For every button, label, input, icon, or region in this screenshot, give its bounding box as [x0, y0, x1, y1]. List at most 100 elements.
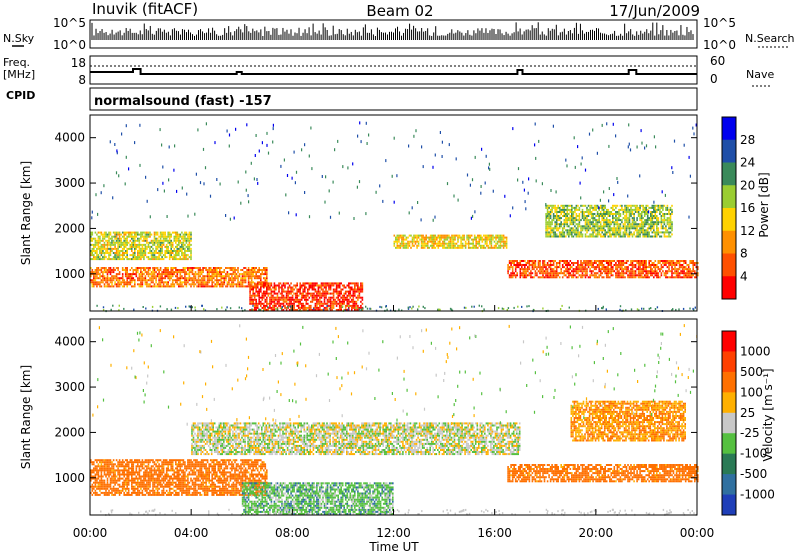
echo-cell — [505, 240, 508, 243]
echo-cell — [162, 181, 164, 185]
echo-cell — [168, 231, 171, 234]
echo-cell — [571, 206, 573, 209]
echo-cell — [668, 231, 670, 234]
echo-cell — [291, 290, 294, 293]
echo-cell — [694, 264, 696, 266]
echo-cell — [129, 275, 132, 278]
echo-cell — [203, 267, 206, 269]
echo-cell — [596, 276, 599, 279]
echo-cell — [511, 266, 514, 269]
echo-cell — [596, 204, 599, 207]
echo-cell — [158, 235, 160, 238]
echo-cell — [646, 215, 649, 217]
echo-cell — [513, 262, 515, 264]
echo-cell — [300, 284, 303, 287]
echo-cell — [618, 229, 620, 232]
echo-cell — [525, 207, 527, 211]
echo-cell — [473, 234, 476, 237]
echo-cell — [687, 268, 690, 271]
echo-cell — [551, 268, 553, 271]
echo-cell — [153, 275, 156, 278]
echo-cell — [584, 270, 587, 273]
echo-cell — [140, 233, 142, 236]
echo-cell — [613, 208, 616, 211]
echo-cell — [601, 213, 603, 215]
echo-cell — [566, 276, 569, 279]
echo-cell — [639, 262, 641, 264]
echo-cell — [97, 235, 100, 238]
echo-cell — [618, 270, 620, 273]
echo-cell — [159, 277, 162, 280]
echo-cell — [613, 217, 616, 220]
echo-cell — [352, 306, 355, 309]
echo-cell — [599, 225, 602, 228]
echo-cell — [247, 285, 250, 288]
echo-cell — [473, 244, 476, 247]
echo-cell — [408, 242, 411, 245]
echo-cell — [517, 264, 520, 266]
echo-cell — [613, 213, 616, 215]
echo-cell — [660, 235, 663, 238]
echo-cell — [278, 296, 280, 299]
echo-cell — [106, 281, 109, 284]
echo-cell — [609, 211, 611, 213]
echo-cell — [607, 223, 610, 226]
echo-cell — [470, 234, 473, 237]
echo-cell — [653, 272, 655, 275]
echo-cell — [208, 275, 210, 278]
echo-cell — [398, 244, 400, 247]
echo-cell — [558, 235, 561, 238]
echo-cell — [137, 258, 139, 261]
echo-cell — [678, 260, 681, 262]
echo-cell — [108, 247, 110, 250]
echo-cell — [636, 233, 638, 236]
echo-cell — [337, 294, 339, 297]
echo-cell — [540, 268, 543, 271]
echo-cell — [269, 286, 271, 289]
echo-cell — [568, 204, 570, 207]
echo-cell — [220, 285, 223, 288]
echo-cell — [669, 206, 672, 209]
echo-cell — [335, 302, 338, 305]
echo-cell — [357, 309, 359, 311]
echo-cell — [607, 208, 610, 211]
echo-cell — [161, 245, 163, 248]
echo-cell — [184, 233, 186, 236]
echo-cell — [118, 281, 121, 284]
echo-cell — [147, 231, 150, 234]
echo-cell — [320, 286, 323, 289]
echo-cell — [323, 296, 326, 299]
echo-cell — [621, 262, 623, 264]
echo-cell — [132, 239, 135, 242]
echo-cell — [185, 250, 188, 252]
echo-cell — [272, 294, 274, 297]
echo-cell — [187, 269, 189, 271]
echo-cell — [439, 240, 441, 243]
echo-cell — [601, 231, 603, 234]
echo-cell — [443, 246, 446, 249]
echo-cell — [566, 211, 569, 213]
echo-cell — [200, 285, 203, 288]
echo-cell — [94, 252, 97, 254]
echo-cell — [516, 262, 518, 264]
echo-cell — [266, 290, 268, 293]
echo-cell — [216, 273, 218, 276]
echo-cell — [489, 236, 491, 239]
echo-cell — [593, 229, 596, 232]
echo-cell — [216, 267, 218, 269]
echo-cell — [660, 215, 663, 217]
echo-cell — [253, 286, 256, 289]
echo-cell — [355, 290, 358, 293]
echo-cell — [645, 211, 647, 213]
echo-cell — [399, 242, 402, 245]
echo-cell — [253, 302, 256, 305]
echo-cell — [358, 292, 361, 295]
echo-cell — [117, 243, 119, 246]
date-title: 17/Jun/2009 — [609, 2, 700, 20]
echo-cell — [354, 309, 356, 311]
echo-cell — [126, 271, 128, 274]
echo-cell — [293, 300, 295, 303]
echo-cell — [338, 211, 340, 215]
echo-cell — [156, 231, 159, 234]
